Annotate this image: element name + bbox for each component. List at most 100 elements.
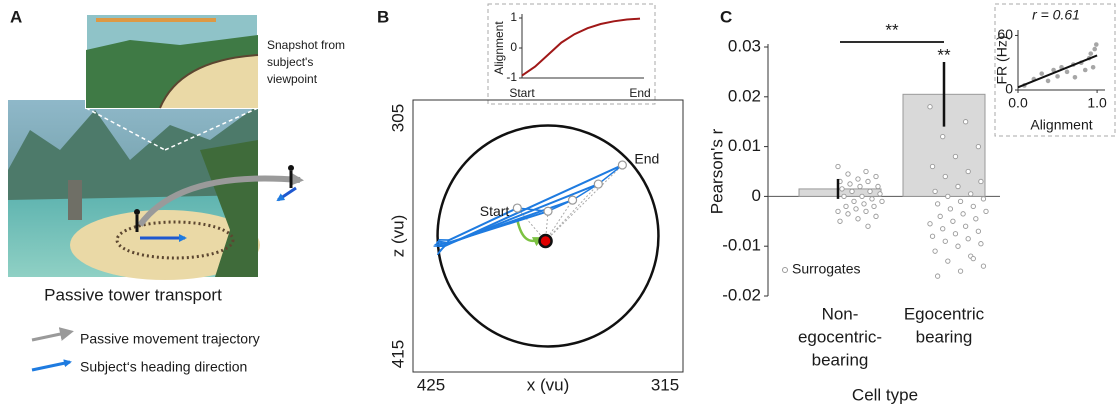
legend-label: Surrogates: [792, 261, 860, 277]
surrogate-point: [867, 188, 873, 195]
surrogate-point: [865, 223, 871, 229]
panel-label: C: [720, 7, 732, 26]
surrogate-point: [980, 263, 987, 269]
significance: **: [937, 45, 951, 64]
surrogate-point: [865, 178, 871, 185]
surrogate-point: [942, 173, 948, 180]
surrogate-point: [965, 168, 971, 175]
trajectory-point: [593, 179, 603, 189]
trajectory-point: [512, 203, 522, 213]
y-axis-label: FR (Hz): [994, 36, 1010, 85]
tower-link: [545, 199, 573, 242]
surrogate-point: [847, 181, 853, 187]
surrogate-point: [843, 203, 849, 210]
tower: [538, 233, 553, 249]
scatter-point: [1088, 51, 1094, 56]
inset-frame: [487, 3, 656, 105]
surrogate-point: [952, 231, 959, 237]
surrogate-point: [975, 143, 982, 150]
surrogate-point: [965, 236, 971, 242]
surrogate-point: [973, 216, 979, 222]
legend-label: Subject‘s heading direction: [80, 359, 247, 375]
point-label: End: [634, 151, 659, 167]
surrogate-point: [877, 191, 883, 197]
surrogate-point: [851, 198, 857, 205]
tower-link: [545, 164, 623, 242]
scatter-point: [1039, 71, 1045, 76]
legend-arrow-blue: [31, 359, 72, 372]
x-tick-label: 315: [651, 375, 679, 394]
surrogate-point: [942, 238, 948, 244]
surrogate-point: [960, 211, 966, 217]
surrogate-point: [853, 206, 859, 212]
surrogate-point: [957, 198, 964, 205]
surrogate-point: [859, 193, 865, 200]
surrogate-point: [955, 243, 961, 249]
green-rotation: [516, 220, 544, 247]
y-axis-label: Alignment: [492, 21, 506, 75]
legend-label: Passive movement trajectory: [80, 331, 260, 347]
y-axis-label: Pearson's r: [707, 128, 726, 214]
surrogate-point: [873, 173, 879, 180]
scatter-point: [1064, 69, 1070, 75]
y-tick-label: 1: [510, 10, 517, 24]
surrogate-point: [983, 208, 989, 214]
x-axis-label: x (vu): [527, 375, 570, 394]
surrogate-point: [835, 163, 841, 170]
annotation: r = 0.61: [1032, 7, 1080, 23]
surrogate-point: [845, 211, 851, 217]
surrogate-point: [857, 183, 863, 190]
scatter-point: [1082, 67, 1088, 73]
surrogate-point: [873, 213, 879, 219]
x-tick-label: 1.0: [1087, 95, 1107, 111]
fit-line: [1017, 54, 1098, 89]
panel-label: A: [10, 7, 22, 26]
surrogate-point: [863, 168, 869, 175]
significance: **: [885, 20, 899, 39]
surrogate-point: [835, 208, 841, 214]
surrogate-point: [861, 201, 867, 207]
surrogate-point: [879, 198, 885, 205]
scatter-point: [1045, 78, 1051, 84]
surrogate-point: [945, 193, 951, 200]
surrogate-point: [970, 255, 976, 262]
surrogate-point: [957, 268, 964, 274]
surrogate-point: [875, 183, 881, 190]
scatter-point: [1055, 74, 1060, 79]
scatter-point: [1072, 74, 1078, 80]
snapshot-caption: Snapshot from: [267, 38, 345, 52]
surrogate-point: [841, 193, 847, 200]
x-tick-label: Start: [509, 86, 535, 100]
heading-arrow: [447, 207, 518, 241]
y-tick-label: 0: [752, 186, 761, 205]
y-tick-label: 305: [388, 104, 407, 132]
surrogate-point: [845, 171, 851, 177]
x-tick-label: bearing: [812, 350, 869, 369]
inset-frame: [994, 3, 1116, 137]
surrogate-point: [934, 201, 941, 207]
trajectory-point: [567, 195, 578, 205]
y-tick-label: 0.01: [728, 136, 761, 155]
scene-caption: Passive tower transport: [44, 285, 222, 304]
surrogate-point: [932, 248, 938, 254]
scatter-point: [1090, 64, 1096, 70]
surrogate-point: [869, 196, 875, 202]
surrogate-point: [837, 218, 843, 224]
x-axis-label: Alignment: [1030, 117, 1092, 133]
x-axis-label: Cell type: [852, 385, 918, 404]
surrogate-point: [968, 191, 974, 197]
y-tick-label: 0: [510, 40, 517, 54]
surrogate-point: [929, 233, 936, 239]
surrogate-point: [855, 176, 861, 182]
trajectory-point: [543, 206, 553, 216]
surrogate-point: [863, 208, 869, 214]
x-tick-label: 0.0: [1008, 95, 1028, 111]
point-label: Start: [480, 203, 510, 219]
surrogate-point: [980, 196, 987, 202]
surrogate-point: [855, 216, 861, 222]
legend-arrow-gray: [31, 327, 74, 342]
heading-arrow: [442, 164, 623, 247]
scene: [8, 13, 304, 280]
y-tick-label: 0: [1005, 81, 1013, 97]
